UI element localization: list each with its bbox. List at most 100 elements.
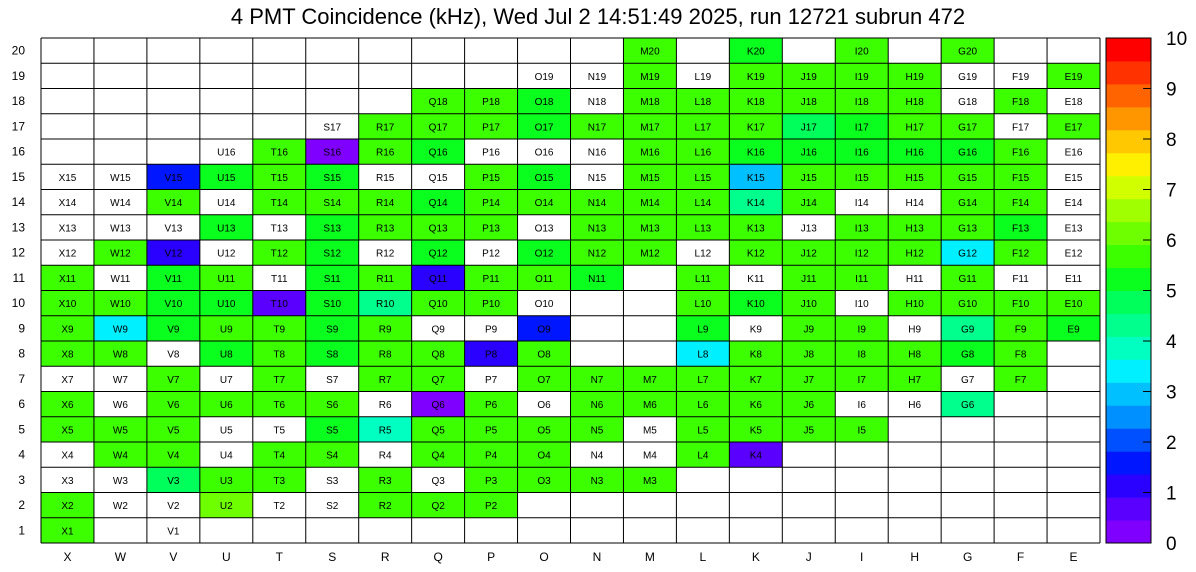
cell-I17	[835, 113, 889, 139]
cell-label-S9: S9	[326, 324, 339, 335]
cell-label-J13: J13	[801, 223, 818, 234]
cell-label-X12: X12	[59, 249, 77, 260]
cell-label-X5: X5	[61, 425, 74, 436]
cell-P3	[464, 467, 518, 493]
cell-label-R2: R2	[379, 501, 392, 512]
cell-label-M4: M4	[643, 451, 657, 462]
cell-label-P5: P5	[485, 425, 498, 436]
y-tick-label: 2	[18, 498, 25, 512]
cell-label-K13: K13	[747, 223, 765, 234]
y-tick-label: 13	[12, 220, 26, 234]
cell-label-I9: I9	[858, 324, 867, 335]
cell-I9	[835, 315, 889, 341]
cell-label-V5: V5	[167, 425, 180, 436]
cell-T14	[252, 189, 306, 215]
cell-label-W14: W14	[110, 198, 131, 209]
cell-label-S6: S6	[326, 400, 339, 411]
cell-label-W4: W4	[113, 451, 128, 462]
cell-label-F13: F13	[1012, 223, 1030, 234]
cell-K7	[729, 366, 783, 392]
cell-P8	[464, 341, 518, 367]
cell-T7	[252, 366, 306, 392]
cell-label-I16: I16	[855, 148, 869, 159]
cell-M3	[623, 467, 677, 493]
chart-title: 4 PMT Coincidence (kHz), Wed Jul 2 14:51…	[230, 4, 966, 29]
cell-label-G10: G10	[958, 299, 977, 310]
cell-K6	[729, 391, 783, 417]
cell-label-S3: S3	[326, 476, 339, 487]
cell-label-F7: F7	[1015, 375, 1027, 386]
cell-P2	[464, 492, 518, 518]
colorbar-tick-label: 7	[1166, 181, 1177, 202]
y-tick-label: 19	[12, 69, 26, 83]
cell-label-I14: I14	[855, 198, 869, 209]
cell-label-K19: K19	[747, 72, 765, 83]
cell-W12	[93, 240, 147, 266]
colorbar-swatch	[1106, 497, 1151, 521]
cell-K16	[729, 139, 783, 165]
cell-label-K16: K16	[747, 148, 765, 159]
cell-label-T8: T8	[273, 350, 285, 361]
cell-O9	[517, 315, 571, 341]
cell-F10	[994, 290, 1048, 316]
colorbar-swatch	[1106, 106, 1151, 131]
cell-U11	[199, 265, 253, 291]
colorbar-swatch	[1106, 83, 1151, 108]
x-tick-label: L	[700, 550, 707, 564]
cell-label-O12: O12	[535, 249, 554, 260]
cell-F8	[994, 341, 1048, 367]
cell-label-M18: M18	[640, 97, 660, 108]
x-tick-label: I	[860, 550, 863, 564]
colorbar-tick-label: 2	[1166, 433, 1177, 454]
cell-H18	[888, 88, 942, 114]
cell-label-S17: S17	[323, 122, 341, 133]
cell-label-F9: F9	[1015, 324, 1027, 335]
cell-label-S12: S12	[323, 249, 341, 260]
cell-label-K8: K8	[750, 350, 763, 361]
cell-label-W15: W15	[110, 173, 131, 184]
cell-label-H12: H12	[905, 249, 924, 260]
cell-label-X2: X2	[61, 501, 74, 512]
cell-label-W7: W7	[113, 375, 128, 386]
cell-R8	[358, 341, 412, 367]
cell-I20	[835, 38, 889, 64]
cell-label-U3: U3	[220, 476, 233, 487]
cell-label-X11: X11	[59, 274, 76, 285]
cell-label-M17: M17	[640, 122, 660, 133]
cell-label-P6: P6	[485, 400, 498, 411]
cell-label-Q10: Q10	[429, 299, 448, 310]
cell-U15	[199, 164, 253, 190]
cell-label-J11: J11	[801, 274, 817, 285]
cell-label-Q15: Q15	[429, 173, 448, 184]
colorbar-swatch	[1106, 152, 1151, 177]
cell-T12	[252, 240, 306, 266]
cell-X9	[41, 315, 94, 341]
cell-H17	[888, 113, 942, 139]
cell-label-M20: M20	[640, 47, 660, 58]
cell-label-P4: P4	[485, 451, 498, 462]
cell-label-T15: T15	[271, 173, 289, 184]
cell-label-L16: L16	[695, 148, 712, 159]
y-tick-label: 12	[12, 246, 26, 260]
colorbar-tick-label: 5	[1166, 282, 1177, 303]
cell-V5	[146, 416, 200, 442]
cell-P10	[464, 290, 518, 316]
x-tick-label: T	[276, 550, 284, 564]
cell-X1	[41, 517, 94, 543]
cell-W9	[93, 315, 147, 341]
cell-M19	[623, 63, 677, 89]
cell-label-U14: U14	[217, 198, 236, 209]
cell-label-W5: W5	[113, 425, 128, 436]
cell-F9	[994, 315, 1048, 341]
cell-L11	[676, 265, 730, 291]
cell-label-R8: R8	[379, 350, 392, 361]
cell-M13	[623, 214, 677, 240]
cell-S5	[305, 416, 359, 442]
cell-J10	[782, 290, 836, 316]
cell-label-L15: L15	[695, 173, 712, 184]
cell-label-K4: K4	[750, 451, 763, 462]
cell-label-T7: T7	[273, 375, 285, 386]
cell-I7	[835, 366, 889, 392]
cell-F18	[994, 88, 1048, 114]
cell-Q2	[411, 492, 465, 518]
